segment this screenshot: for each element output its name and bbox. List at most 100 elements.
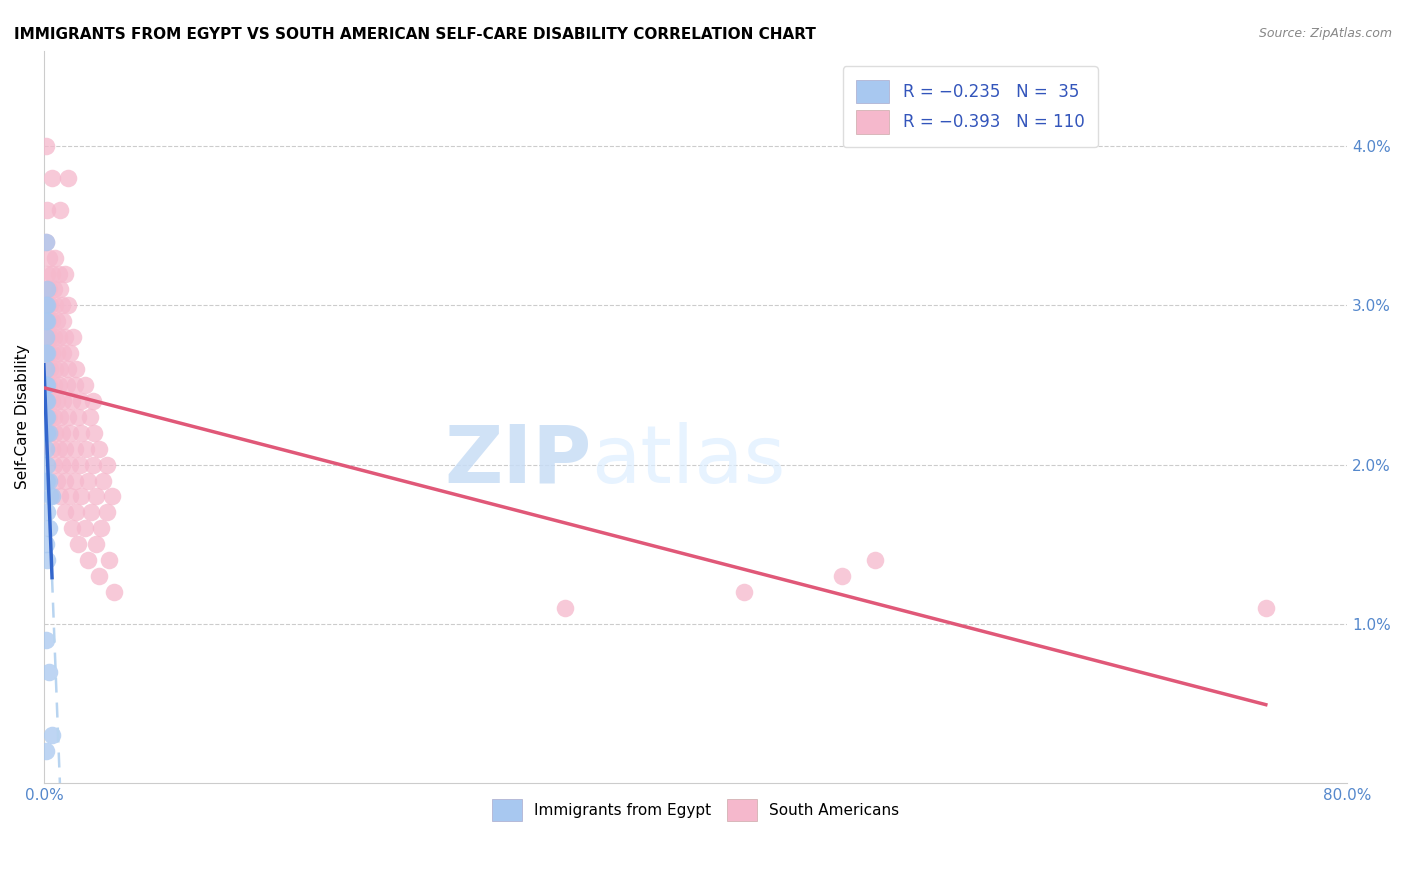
Point (34, 298, 56, 312)
Point (70, 393, 93, 408)
Point (96, 505, 118, 519)
Point (38, 665, 60, 679)
Text: Source: ZipAtlas.com: Source: ZipAtlas.com (1258, 27, 1392, 40)
Point (53, 330, 76, 344)
Point (103, 585, 125, 599)
Y-axis label: Self-Care Disability: Self-Care Disability (15, 344, 30, 489)
Point (73, 521, 96, 535)
Point (60, 521, 83, 535)
Point (101, 490, 124, 504)
Point (58, 362, 80, 376)
Point (45, 393, 67, 408)
Point (41, 171, 63, 186)
Point (42, 330, 65, 344)
Point (51, 458, 73, 472)
Point (37, 362, 59, 376)
Point (41, 314, 63, 328)
Point (41, 346, 63, 360)
Point (37, 505, 59, 519)
Point (34, 235, 56, 249)
Point (63, 442, 86, 456)
Point (55, 378, 77, 392)
Point (63, 474, 86, 488)
Point (44, 251, 66, 265)
Point (49, 409, 72, 424)
Point (51, 298, 73, 312)
Point (44, 362, 66, 376)
Point (34, 393, 56, 408)
Point (65, 362, 87, 376)
Point (96, 458, 118, 472)
Point (34, 425, 56, 440)
Point (89, 569, 111, 583)
Point (91, 474, 114, 488)
Point (41, 442, 63, 456)
Point (53, 474, 76, 488)
Point (38, 425, 60, 440)
Point (42, 283, 65, 297)
Point (34, 235, 56, 249)
Point (67, 409, 90, 424)
Point (34, 330, 56, 344)
Point (34, 378, 56, 392)
Point (80, 505, 103, 519)
Point (41, 267, 63, 281)
Point (37, 283, 59, 297)
Point (45, 474, 67, 488)
Point (34, 632, 56, 647)
Point (34, 283, 56, 297)
Text: ZIP: ZIP (444, 422, 592, 500)
Point (75, 442, 97, 456)
Point (58, 171, 80, 186)
Point (79, 409, 101, 424)
Point (69, 458, 91, 472)
Point (48, 330, 70, 344)
Point (53, 442, 76, 456)
Point (34, 409, 56, 424)
Point (58, 298, 80, 312)
Point (37, 474, 59, 488)
Point (38, 409, 60, 424)
Point (98, 553, 121, 567)
Point (41, 393, 63, 408)
Point (39, 330, 62, 344)
Point (34, 314, 56, 328)
Point (34, 537, 56, 551)
Point (37, 314, 59, 328)
Text: IMMIGRANTS FROM EGYPT VS SOUTH AMERICAN SELF-CARE DISABILITY CORRELATION CHART: IMMIGRANTS FROM EGYPT VS SOUTH AMERICAN … (14, 27, 815, 42)
Point (34, 362, 56, 376)
Point (34, 314, 56, 328)
Point (73, 378, 96, 392)
Point (49, 362, 72, 376)
Point (41, 490, 63, 504)
Point (77, 553, 100, 567)
Point (67, 537, 90, 551)
Point (70, 425, 93, 440)
Point (34, 744, 56, 758)
Point (34, 346, 56, 360)
Point (53, 267, 76, 281)
Point (37, 202, 59, 217)
Point (38, 521, 60, 535)
Point (59, 490, 82, 504)
Text: atlas: atlas (592, 422, 786, 500)
Point (42, 458, 65, 472)
Point (39, 362, 62, 376)
Point (70, 490, 93, 504)
Point (37, 346, 59, 360)
Point (44, 425, 66, 440)
Point (63, 378, 86, 392)
Point (59, 458, 82, 472)
Point (37, 425, 59, 440)
Point (863, 553, 886, 567)
Point (38, 314, 60, 328)
Point (1254, 601, 1277, 615)
Point (82, 393, 104, 408)
Point (52, 314, 75, 328)
Point (42, 378, 65, 392)
Point (48, 267, 70, 281)
Point (77, 474, 100, 488)
Point (62, 330, 84, 344)
Point (34, 474, 56, 488)
Point (554, 601, 576, 615)
